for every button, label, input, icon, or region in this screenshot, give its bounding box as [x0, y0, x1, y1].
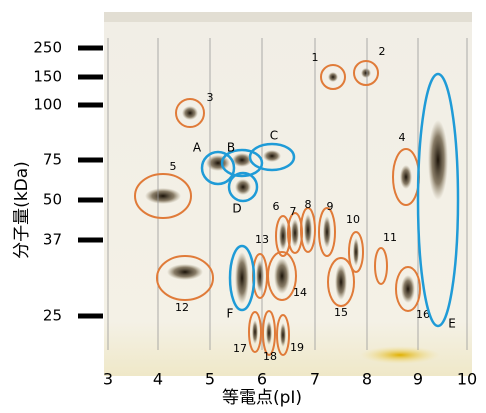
gel-edge — [104, 12, 472, 22]
gel-spot — [291, 219, 299, 247]
y-tick-label: 75 — [43, 151, 62, 169]
spot-label: 6 — [273, 200, 280, 213]
y-axis-label: 分子量(kDa) — [12, 161, 32, 259]
spot-label: 15 — [334, 306, 348, 319]
spot-label: 19 — [290, 341, 304, 354]
x-tick-label: 6 — [257, 370, 267, 389]
gel-spot — [280, 323, 286, 347]
spot-label: 7 — [290, 205, 297, 218]
x-tick-label: 8 — [362, 370, 372, 389]
spot-label: 13 — [255, 233, 269, 246]
x-tick-label: 5 — [205, 370, 215, 389]
spot-label: B — [227, 141, 235, 155]
gel-spot — [400, 165, 412, 189]
x-tick-label: 7 — [310, 370, 320, 389]
spot-label: 17 — [233, 342, 247, 355]
x-tick-label: 9 — [413, 370, 423, 389]
gel-spot — [256, 260, 264, 292]
gel-stain — [360, 346, 440, 364]
spot-label: D — [232, 202, 241, 216]
gel-spot — [235, 179, 251, 195]
spot-label: 10 — [346, 213, 360, 226]
spot-label: 3 — [207, 91, 214, 104]
gel-spot — [279, 222, 287, 250]
spot-label: 12 — [175, 301, 189, 314]
spot-label: 5 — [170, 160, 177, 173]
spot-label: E — [448, 317, 456, 331]
gel-spot — [167, 264, 203, 280]
spot-label: 8 — [305, 198, 312, 211]
spot-label: 14 — [293, 286, 307, 299]
gel-spot — [335, 264, 347, 300]
gel-spot — [304, 214, 312, 246]
x-tick-label: 10 — [457, 370, 477, 389]
spot-label: F — [227, 307, 234, 321]
gel-spot — [182, 106, 198, 120]
gel-spot — [361, 68, 371, 78]
gel-spot — [252, 320, 258, 344]
spot-label: C — [270, 129, 278, 143]
gel-spot — [328, 72, 338, 82]
gel-spot — [235, 252, 249, 304]
gel-spot — [274, 258, 290, 294]
gel-spot — [428, 120, 448, 200]
gel-spot — [145, 188, 181, 204]
spot-label: 1 — [312, 51, 319, 64]
figure: 分子量(kDa) 等電点(pI) 34567891025015010075503… — [0, 0, 486, 409]
y-tick-label: 150 — [33, 68, 62, 86]
gel-spot — [353, 238, 359, 266]
y-tick-label: 250 — [33, 39, 62, 57]
gel-spot — [263, 150, 281, 162]
x-tick-label: 3 — [103, 370, 113, 389]
spot-label: 9 — [327, 200, 334, 213]
gel-spot — [266, 321, 272, 345]
spot-label: 11 — [383, 231, 397, 244]
y-tick-label: 50 — [43, 191, 62, 209]
spot-label: 18 — [263, 350, 277, 363]
x-tick-label: 4 — [153, 370, 163, 389]
gel-spot — [401, 275, 415, 303]
x-axis-label: 等電点(pI) — [222, 388, 302, 408]
y-tick-label: 37 — [43, 231, 62, 249]
gel-spot — [323, 216, 331, 248]
y-tick-label: 100 — [33, 96, 62, 114]
spot-label: A — [193, 141, 202, 155]
spot-label: 2 — [379, 45, 386, 58]
spot-label: 4 — [399, 131, 406, 144]
y-tick-label: 25 — [43, 307, 62, 325]
